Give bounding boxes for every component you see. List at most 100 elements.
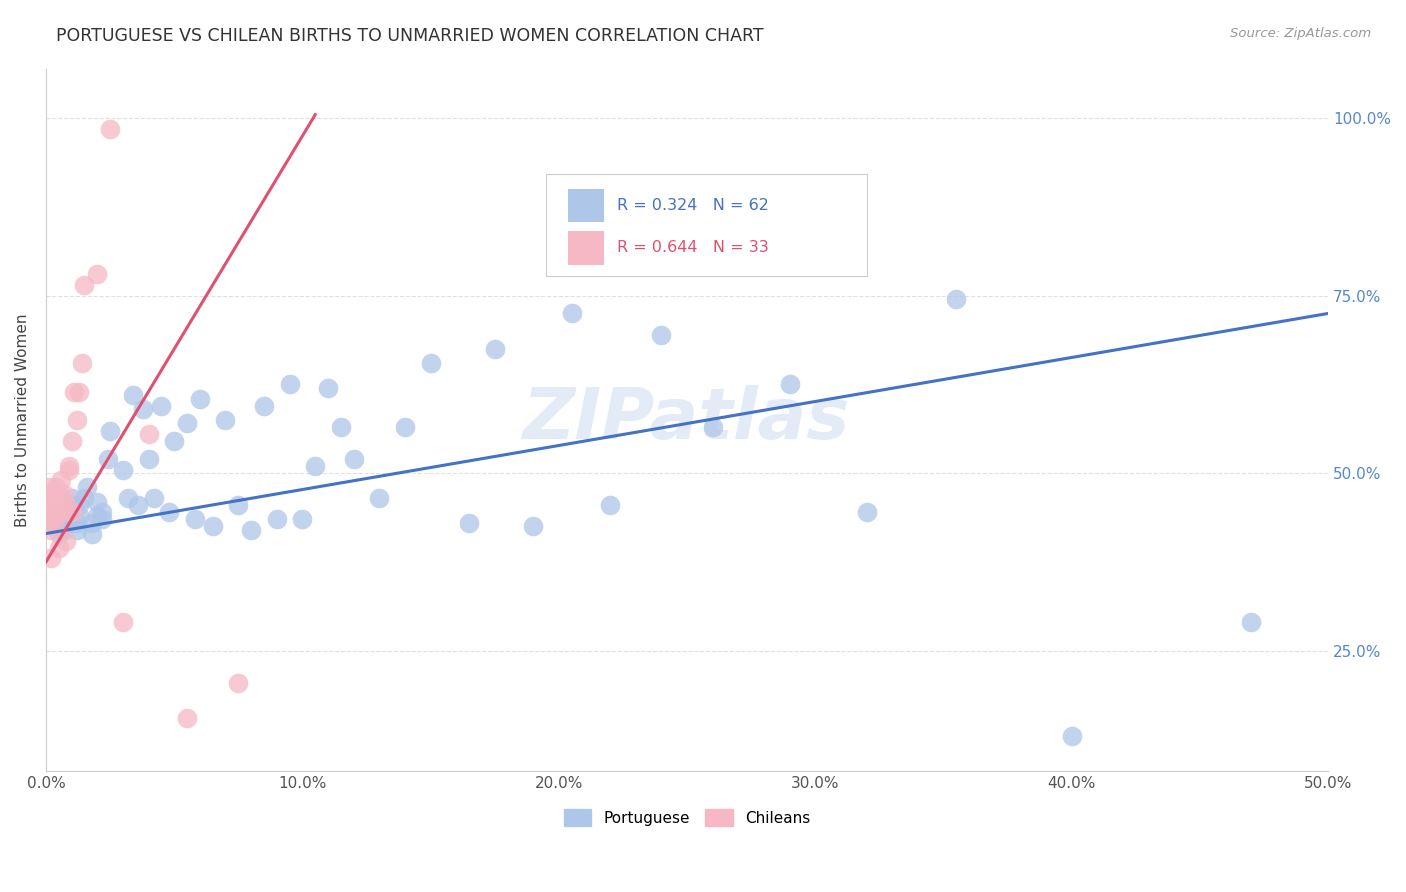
Point — [48, 526, 70, 541]
Point — [86, 508, 108, 523]
Point — [73, 491, 96, 505]
Point — [39, 491, 62, 505]
Point — [561, 306, 583, 320]
Point — [91, 512, 114, 526]
Point — [45, 508, 67, 523]
Point — [98, 121, 121, 136]
Point — [111, 462, 134, 476]
Point — [163, 434, 186, 449]
Point — [157, 505, 180, 519]
Point — [343, 452, 366, 467]
Point — [702, 420, 724, 434]
Point — [42, 516, 65, 530]
Point — [98, 424, 121, 438]
Point — [122, 388, 145, 402]
Point — [86, 268, 108, 282]
Point — [188, 392, 211, 406]
Point — [226, 498, 249, 512]
Point — [111, 615, 134, 630]
Point — [253, 399, 276, 413]
Point — [779, 377, 801, 392]
Point — [55, 498, 77, 512]
Point — [304, 459, 326, 474]
Point — [484, 342, 506, 356]
Point — [82, 516, 104, 530]
Point — [1240, 615, 1263, 630]
Point — [138, 452, 160, 467]
Point — [60, 505, 83, 519]
Point — [51, 473, 73, 487]
Point — [67, 508, 90, 523]
Point — [52, 487, 75, 501]
Point — [48, 487, 70, 501]
Point — [240, 523, 263, 537]
Point — [82, 526, 104, 541]
Text: ZIPatlas: ZIPatlas — [523, 385, 851, 454]
Point — [58, 462, 80, 476]
Point — [48, 541, 70, 555]
Point — [855, 505, 877, 519]
Point — [1060, 729, 1083, 743]
Point — [183, 512, 205, 526]
Y-axis label: Births to Unmarried Women: Births to Unmarried Women — [15, 313, 30, 526]
Point — [142, 491, 165, 505]
Point — [201, 519, 224, 533]
Point — [67, 384, 90, 399]
Point — [127, 498, 149, 512]
Point — [329, 420, 352, 434]
Point — [945, 292, 967, 306]
Text: Source: ZipAtlas.com: Source: ZipAtlas.com — [1230, 27, 1371, 40]
FancyBboxPatch shape — [546, 174, 866, 276]
Point — [73, 278, 96, 293]
Point — [66, 413, 89, 427]
Point — [266, 512, 288, 526]
Point — [176, 417, 198, 431]
Text: R = 0.644   N = 33: R = 0.644 N = 33 — [617, 240, 768, 255]
Point — [66, 523, 89, 537]
Point — [42, 516, 65, 530]
Point — [278, 377, 301, 392]
Point — [96, 452, 118, 467]
Point — [76, 480, 98, 494]
Point — [214, 413, 236, 427]
Point — [66, 516, 89, 530]
Text: PORTUGUESE VS CHILEAN BIRTHS TO UNMARRIED WOMEN CORRELATION CHART: PORTUGUESE VS CHILEAN BIRTHS TO UNMARRIE… — [56, 27, 763, 45]
Point — [117, 491, 139, 505]
Point — [176, 711, 198, 725]
Point — [138, 427, 160, 442]
Point — [70, 356, 93, 370]
Point — [419, 356, 441, 370]
Point — [650, 327, 672, 342]
Point — [52, 523, 75, 537]
Point — [60, 498, 83, 512]
Point — [55, 533, 77, 548]
Point — [55, 512, 77, 526]
Point — [39, 523, 62, 537]
Point — [394, 420, 416, 434]
Point — [38, 505, 60, 519]
FancyBboxPatch shape — [568, 231, 603, 265]
Point — [45, 480, 67, 494]
Point — [67, 498, 90, 512]
Point — [38, 487, 60, 501]
Point — [86, 494, 108, 508]
Point — [132, 402, 155, 417]
Point — [42, 505, 65, 519]
Point — [42, 498, 65, 512]
Legend: Portuguese, Chileans: Portuguese, Chileans — [557, 801, 818, 834]
Point — [51, 505, 73, 519]
Point — [150, 399, 173, 413]
Point — [58, 508, 80, 523]
Text: R = 0.324   N = 62: R = 0.324 N = 62 — [617, 198, 769, 213]
Point — [291, 512, 314, 526]
Point — [226, 675, 249, 690]
Point — [63, 384, 86, 399]
Point — [368, 491, 391, 505]
Point — [60, 434, 83, 449]
Point — [91, 505, 114, 519]
Point — [599, 498, 621, 512]
FancyBboxPatch shape — [568, 189, 603, 222]
Point — [38, 480, 60, 494]
Point — [39, 551, 62, 566]
Point — [58, 459, 80, 474]
